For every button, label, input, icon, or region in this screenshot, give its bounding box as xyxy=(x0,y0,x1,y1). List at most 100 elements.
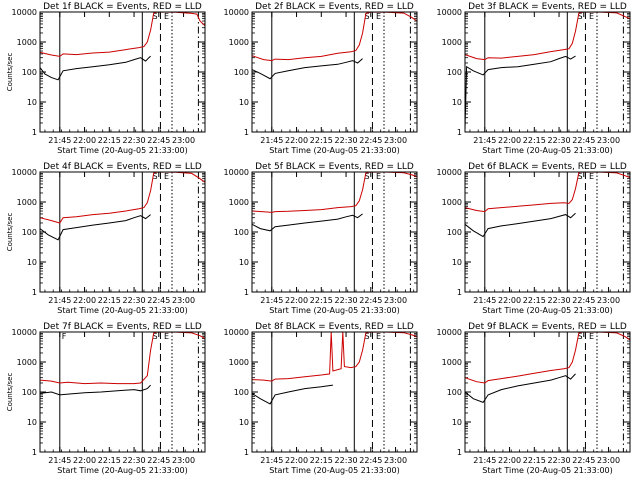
y-tick-label: 10 xyxy=(239,258,249,267)
y-tick-label: 10 xyxy=(27,418,37,427)
y-tick-label: 1000 xyxy=(17,38,37,47)
y-tick-label: 100 xyxy=(22,228,37,237)
marker-letter: S xyxy=(364,12,369,21)
detector-plot-6: Det 6f BLACK = Events, RED = LLD 1 10 100 10… xyxy=(437,162,631,315)
x-tick-label: 22:00 xyxy=(73,456,96,465)
x-tick-label: 22:45 xyxy=(147,456,170,465)
y-tick-label: 100 xyxy=(22,388,37,397)
series-line xyxy=(464,373,576,404)
x-tick-label: 21:45 xyxy=(48,456,71,465)
detector-plot-1: Det 1f BLACK = Events, RED = LLD 1 10 100 10… xyxy=(6,2,206,155)
y-tick-label: 10000 xyxy=(224,8,249,17)
series-line xyxy=(39,384,151,396)
x-tick-label: 22:00 xyxy=(73,296,96,305)
detector-plot-2: Det 2f BLACK = Events, RED = LLD 1 10 100 10… xyxy=(224,2,418,155)
marker-letter: S xyxy=(152,332,157,341)
plot-title: Det 8f BLACK = Events, RED = LLD xyxy=(255,322,414,332)
y-tick-label: 1000 xyxy=(442,38,462,47)
x-tick-label: 22:30 xyxy=(335,456,358,465)
marker-letter: S xyxy=(364,332,369,341)
series-line xyxy=(464,171,631,213)
marker-letter: E xyxy=(164,332,169,341)
plot-frame xyxy=(464,11,631,133)
x-tick-label: 22:15 xyxy=(523,456,546,465)
series-line xyxy=(251,58,363,80)
x-tick-label: 23:00 xyxy=(597,296,620,305)
x-axis-label: Start Time (20-Aug-05 21:33:00) xyxy=(57,466,188,475)
plot-frame xyxy=(39,11,206,133)
y-tick-label: 10000 xyxy=(12,168,37,177)
detector-plot-7: Det 7f BLACK = Events, RED = LLD 1 10 100 10… xyxy=(6,322,206,475)
x-axis-label: Start Time (20-Aug-05 21:33:00) xyxy=(57,306,188,315)
y-tick-label: 10 xyxy=(452,418,462,427)
x-tick-label: 23:00 xyxy=(172,296,195,305)
detector-plot-9: Det 9f BLACK = Events, RED = LLD 1 10 100 10… xyxy=(437,322,631,475)
y-tick-label: 1000 xyxy=(229,38,249,47)
marker-letter: S xyxy=(577,332,582,341)
plot-frame xyxy=(464,171,631,293)
y-tick-label: 100 xyxy=(447,228,462,237)
y-tick-label: 100 xyxy=(234,68,249,77)
marker-letter: S xyxy=(152,12,157,21)
detector-plot-5: Det 5f BLACK = Events, RED = LLD 1 10 100 10… xyxy=(224,162,418,315)
x-tick-label: 21:45 xyxy=(260,456,283,465)
series-line xyxy=(251,331,418,382)
x-tick-label: 22:00 xyxy=(498,136,521,145)
y-tick-label: 1000 xyxy=(229,198,249,207)
plot-title: Det 4f BLACK = Events, RED = LLD xyxy=(43,162,202,172)
series-line xyxy=(39,11,206,57)
detector-plot-3: Det 3f BLACK = Events, RED = LLD 1 10 100 10… xyxy=(437,2,631,155)
x-tick-label: 22:00 xyxy=(285,296,308,305)
plot-title: Det 9f BLACK = Events, RED = LLD xyxy=(468,322,627,332)
plot-title: Det 7f BLACK = Events, RED = LLD xyxy=(43,322,202,332)
detector-plot-4: Det 4f BLACK = Events, RED = LLD 1 10 100 10… xyxy=(6,162,206,315)
series-line xyxy=(464,331,631,384)
plot-title: Det 3f BLACK = Events, RED = LLD xyxy=(468,2,627,12)
y-axis-label: Counts/sec xyxy=(6,53,14,92)
x-tick-label: 22:30 xyxy=(123,456,146,465)
x-tick-label: 23:00 xyxy=(384,456,407,465)
series-line xyxy=(39,55,151,81)
x-tick-label: 21:45 xyxy=(48,136,71,145)
series-line xyxy=(251,384,333,405)
x-tick-label: 21:45 xyxy=(48,296,71,305)
x-axis-label: Start Time (20-Aug-05 21:33:00) xyxy=(269,146,400,155)
y-tick-label: 1 xyxy=(244,128,249,137)
plot-title: Det 6f BLACK = Events, RED = LLD xyxy=(468,162,627,172)
y-tick-label: 10000 xyxy=(437,8,462,17)
x-tick-label: 22:30 xyxy=(335,296,358,305)
plot-frame xyxy=(251,171,418,293)
x-axis-label: Start Time (20-Aug-05 21:33:00) xyxy=(482,146,613,155)
x-tick-label: 22:30 xyxy=(335,136,358,145)
x-tick-label: 22:45 xyxy=(359,456,382,465)
marker-letter: E xyxy=(589,332,594,341)
plot-frame xyxy=(39,171,206,293)
series-line xyxy=(251,213,363,232)
y-tick-label: 100 xyxy=(234,228,249,237)
marker-letter: E xyxy=(164,172,169,181)
series-line xyxy=(251,11,418,62)
series-line xyxy=(39,171,206,224)
x-tick-label: 22:15 xyxy=(310,136,333,145)
y-tick-label: 100 xyxy=(447,388,462,397)
y-axis-label: Counts/sec xyxy=(6,373,14,412)
x-tick-label: 23:00 xyxy=(597,136,620,145)
x-tick-label: 22:00 xyxy=(498,456,521,465)
series-line xyxy=(251,171,418,213)
plot-title: Det 2f BLACK = Events, RED = LLD xyxy=(255,2,414,12)
detector-plot-8: Det 8f BLACK = Events, RED = LLD 1 10 100 10… xyxy=(224,322,418,475)
y-tick-label: 10 xyxy=(27,98,37,107)
x-tick-label: 21:45 xyxy=(260,136,283,145)
x-tick-label: 22:30 xyxy=(123,296,146,305)
x-axis-label: Start Time (20-Aug-05 21:33:00) xyxy=(482,466,613,475)
marker-letter: F xyxy=(62,332,67,341)
y-tick-label: 1000 xyxy=(17,358,37,367)
x-tick-label: 22:45 xyxy=(572,296,595,305)
marker-letter: E xyxy=(589,172,594,181)
x-axis-label: Start Time (20-Aug-05 21:33:00) xyxy=(269,466,400,475)
y-tick-label: 1 xyxy=(32,288,37,297)
marker-letter: E xyxy=(376,172,381,181)
x-axis-label: Start Time (20-Aug-05 21:33:00) xyxy=(269,306,400,315)
plot-frame xyxy=(251,11,418,133)
